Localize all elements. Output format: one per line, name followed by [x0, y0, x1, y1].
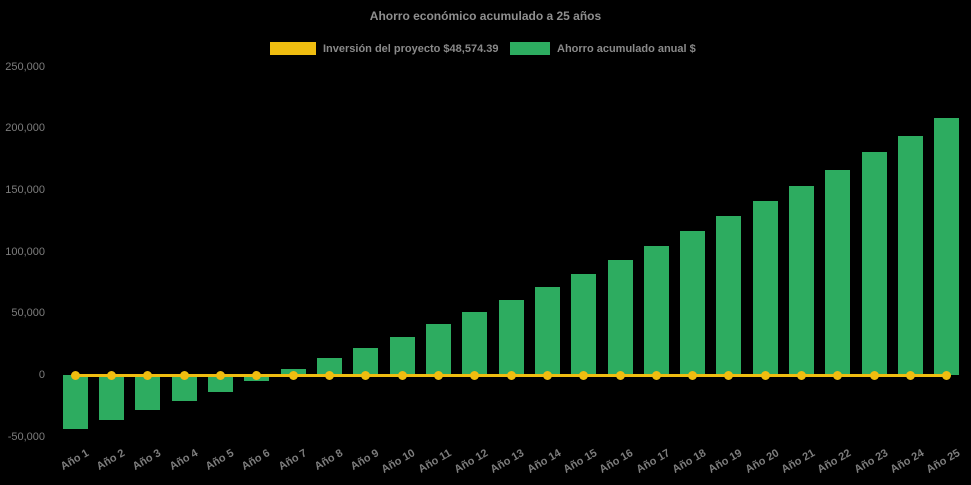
investment-point-17[interactable] — [651, 370, 661, 380]
x-axis-label: Año 14 — [525, 447, 563, 476]
x-axis-label: Año 11 — [416, 447, 454, 476]
investment-point-24[interactable] — [906, 370, 916, 380]
investment-point-1[interactable] — [70, 370, 80, 380]
x-axis-label: Año 8 — [312, 447, 345, 473]
bar-9[interactable] — [353, 347, 379, 376]
investment-point-14[interactable] — [542, 370, 552, 380]
bar-3[interactable] — [135, 375, 161, 411]
bar-8[interactable] — [316, 358, 342, 376]
bar-13[interactable] — [498, 299, 524, 376]
x-axis-label: Año 24 — [888, 447, 927, 476]
investment-point-11[interactable] — [433, 370, 443, 380]
y-axis-label: 100,000 — [5, 245, 45, 258]
bar-12[interactable] — [462, 312, 488, 376]
x-axis-label: Año 18 — [670, 447, 709, 476]
investment-point-9[interactable] — [361, 370, 371, 380]
bar-21[interactable] — [789, 186, 815, 376]
legend-item-savings[interactable]: Ahorro acumulado anual $ — [510, 42, 696, 55]
y-axis-label: 250,000 — [5, 60, 45, 73]
investment-point-12[interactable] — [470, 370, 480, 380]
investment-point-15[interactable] — [579, 370, 589, 380]
investment-point-2[interactable] — [107, 370, 117, 380]
x-axis-label: Año 1 — [58, 447, 91, 473]
y-axis-label: 0 — [38, 368, 45, 381]
x-axis-label: Año 13 — [488, 447, 527, 476]
bar-14[interactable] — [534, 287, 560, 376]
x-axis-label: Año 12 — [452, 447, 491, 476]
bar-22[interactable] — [825, 169, 851, 376]
x-axis-label: Año 21 — [779, 447, 818, 476]
y-axis-label: -50,000 — [7, 430, 45, 443]
x-axis-label: Año 10 — [379, 447, 418, 476]
investment-point-6[interactable] — [252, 370, 262, 380]
investment-point-7[interactable] — [288, 370, 298, 380]
investment-point-20[interactable] — [760, 370, 770, 380]
legend-label-savings: Ahorro acumulado anual $ — [557, 42, 696, 55]
bar-2[interactable] — [99, 375, 125, 420]
bar-16[interactable] — [607, 259, 633, 376]
investment-point-25[interactable] — [942, 370, 952, 380]
savings-bar-swatch — [510, 42, 550, 55]
bar-11[interactable] — [425, 324, 451, 376]
x-axis-label: Año 4 — [167, 447, 200, 473]
bar-24[interactable] — [898, 135, 924, 376]
investment-point-19[interactable] — [724, 370, 734, 380]
x-axis-label: Año 15 — [561, 447, 600, 476]
investment-point-8[interactable] — [324, 370, 334, 380]
x-axis-label: Año 19 — [706, 447, 745, 476]
bar-19[interactable] — [716, 216, 742, 376]
investment-point-5[interactable] — [215, 370, 225, 380]
investment-point-23[interactable] — [869, 370, 879, 380]
x-axis-label: Año 5 — [203, 447, 236, 473]
x-axis-label: Año 16 — [597, 447, 636, 476]
bar-18[interactable] — [680, 231, 706, 376]
legend-item-investment[interactable]: Inversión del proyecto $48,574.39 — [270, 42, 498, 55]
chart-title: Ahorro económico acumulado a 25 años — [369, 9, 602, 23]
investment-point-4[interactable] — [179, 370, 189, 380]
x-axis-label: Año 20 — [743, 447, 781, 476]
investment-line-swatch — [270, 42, 316, 55]
x-axis-label: Año 23 — [851, 447, 890, 476]
y-axis-label: 50,000 — [11, 307, 45, 320]
bar-17[interactable] — [643, 245, 669, 376]
investment-point-21[interactable] — [797, 370, 807, 380]
x-axis-label: Año 17 — [634, 447, 672, 476]
investment-point-10[interactable] — [397, 370, 407, 380]
bar-10[interactable] — [389, 336, 415, 376]
legend-label-investment: Inversión del proyecto $48,574.39 — [323, 42, 499, 55]
investment-point-3[interactable] — [143, 370, 153, 380]
x-axis-label: Año 22 — [815, 447, 854, 476]
y-axis-label: 150,000 — [5, 183, 45, 196]
x-axis-label: Año 2 — [94, 447, 128, 473]
investment-point-13[interactable] — [506, 370, 516, 380]
x-axis-label: Año 6 — [239, 447, 273, 473]
bar-15[interactable] — [571, 274, 597, 376]
bar-20[interactable] — [752, 201, 778, 376]
bar-1[interactable] — [62, 375, 88, 429]
bar-5[interactable] — [207, 375, 233, 392]
x-axis-label: Año 25 — [924, 447, 963, 476]
bar-25[interactable] — [934, 118, 960, 376]
y-axis-label: 200,000 — [5, 122, 45, 135]
x-axis-label: Año 3 — [130, 447, 164, 473]
investment-point-18[interactable] — [688, 370, 698, 380]
bar-23[interactable] — [861, 152, 887, 376]
x-axis-label: Año 7 — [276, 447, 309, 473]
investment-point-16[interactable] — [615, 370, 625, 380]
investment-point-22[interactable] — [833, 370, 843, 380]
x-axis-label: Año 9 — [348, 447, 382, 473]
